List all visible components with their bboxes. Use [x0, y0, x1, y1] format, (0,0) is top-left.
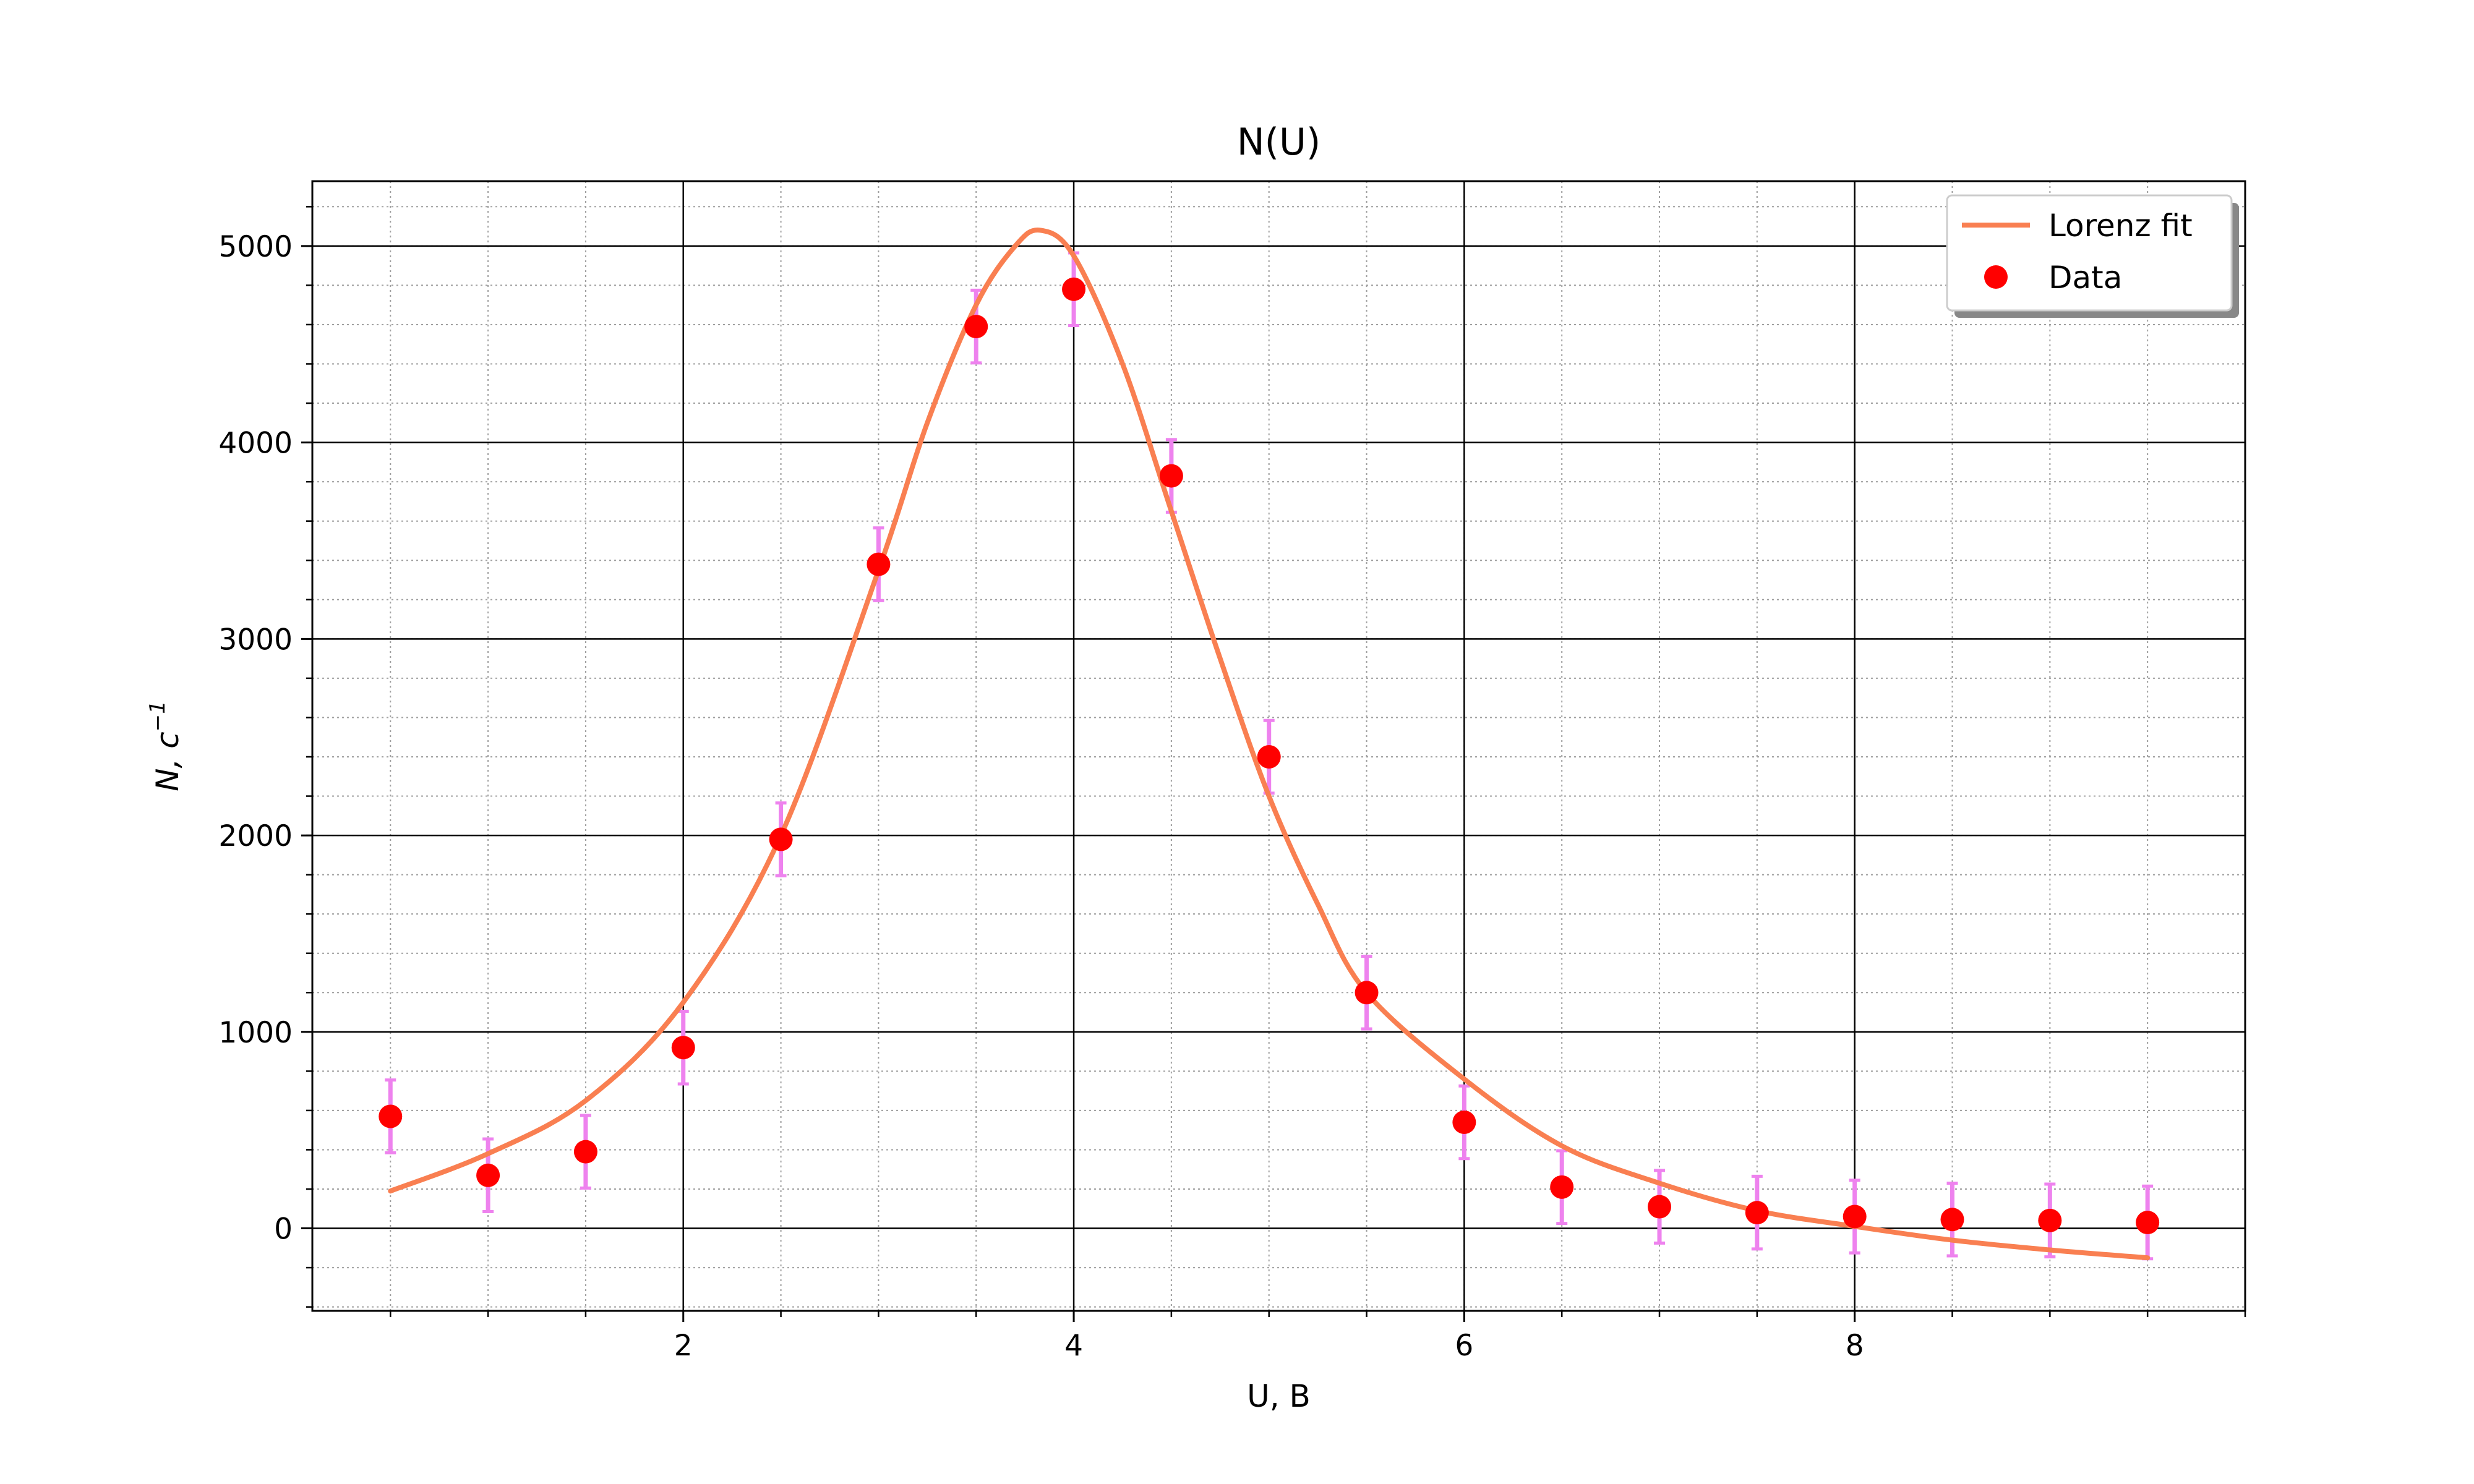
data-points	[379, 277, 2160, 1235]
data-point	[476, 1163, 500, 1187]
plot-area	[312, 181, 2245, 1311]
y-tick-label: 0	[274, 1213, 293, 1247]
legend-data-swatch	[1984, 265, 2008, 289]
legend-fit-label: Lorenz fit	[2048, 208, 2193, 244]
data-point	[1843, 1205, 1867, 1229]
data-point	[671, 1036, 695, 1060]
data-point	[1062, 277, 1086, 301]
y-tick-label: 1000	[218, 1016, 293, 1050]
data-point	[379, 1104, 403, 1128]
y-tick-label: 4000	[218, 427, 293, 461]
y-axis-label: N, c−1	[145, 701, 186, 791]
data-point	[964, 315, 988, 339]
y-axis-label-main: N, c	[150, 731, 186, 791]
y-tick-label: 2000	[218, 819, 293, 853]
x-tick-label: 8	[1846, 1329, 1864, 1363]
ticks	[301, 206, 2246, 1322]
data-point	[1550, 1175, 1574, 1199]
data-point	[2136, 1211, 2160, 1235]
data-point	[867, 552, 891, 576]
data-point	[573, 1140, 597, 1164]
data-point	[1355, 981, 1379, 1005]
chart-title: N(U)	[1237, 121, 1321, 164]
data-point	[1159, 464, 1183, 488]
data-point	[1257, 744, 1281, 769]
y-axis-label-superscript: −1	[145, 701, 170, 731]
tick-labels: 2 4 6 8 0 1000 2000 3000 4000 5000	[218, 230, 1864, 1363]
y-tick-label: 5000	[218, 230, 293, 264]
plot-frame	[311, 180, 2246, 1312]
x-tick-label: 2	[674, 1329, 693, 1363]
data-point	[1452, 1110, 1476, 1134]
data-point	[769, 827, 793, 851]
y-tick-label: 3000	[218, 623, 293, 657]
legend-data-label: Data	[2048, 260, 2122, 296]
x-axis-label: U, B	[1247, 1378, 1311, 1414]
legend: Lorenz fit Data	[1946, 194, 2239, 318]
lorenz-fit-line	[388, 227, 2151, 1261]
data-point	[1648, 1195, 1672, 1219]
data-point	[2038, 1208, 2062, 1232]
x-tick-label: 4	[1064, 1329, 1083, 1363]
data-point	[1745, 1201, 1769, 1225]
data-point	[1940, 1208, 1964, 1232]
fit-layer	[388, 227, 2151, 1261]
x-tick-label: 6	[1455, 1329, 1473, 1363]
